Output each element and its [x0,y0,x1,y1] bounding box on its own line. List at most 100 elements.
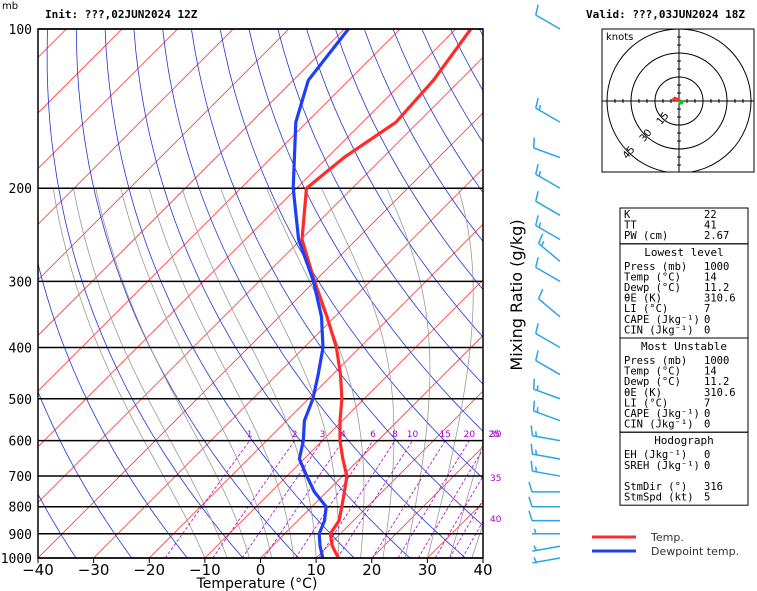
stats-row-value: 7 [704,303,710,315]
stats-row-label: SREH (Jkg⁻¹) [624,460,700,472]
wind-barb-half-flag [540,240,545,247]
stats-row-value: 0 [704,449,710,461]
isotherm-line [38,112,483,558]
wind-barb-flag [537,288,544,300]
wind-barb-half-flag [538,222,542,228]
wind-barb-staff [532,435,561,442]
mixing-ratio-line [461,520,483,558]
wind-barb [532,557,561,564]
temperature-tick-label: −10 [189,561,221,579]
wind-barb [532,528,560,535]
moist-adiabat-line [120,188,272,558]
mixing-ratio-label: 30 [490,430,502,440]
dewpoint-profile [291,29,350,558]
valid-time: Valid: ???,03JUN2024 18Z [586,8,745,21]
wind-barb [532,545,561,552]
wind-barb-half-flag [533,545,538,551]
wind-barb [530,460,561,477]
stats-row-label: Press (mb) [624,355,687,367]
wind-barb [537,288,561,318]
wind-barb-staff [535,200,561,216]
wind-barb [535,257,561,283]
wind-barb-flag [535,4,539,16]
wind-barbs [528,4,561,564]
wind-barb-half-flag [533,557,538,563]
wind-barb-half-flag [538,104,542,111]
wind-barb-flag [530,425,534,436]
isotherm-line [38,29,178,170]
wind-barb-staff [535,224,561,241]
stats-section-heading: Most Unstable [641,340,727,353]
stats-row-label: Dewp (°C) [624,282,681,294]
stats-row-value: 14 [704,366,717,378]
temperature-tick-label: 10 [307,561,326,579]
moist-adiabat-line [471,522,483,558]
temperature-tick-label: 40 [473,561,492,579]
wind-barb-flag [532,137,536,149]
wind-barb-staff [532,545,561,552]
wind-barb-flag [528,496,533,507]
wind-barb [535,215,561,241]
wind-barb [532,378,561,400]
hodograph-ring [630,52,728,150]
stats-row-value: 0 [704,419,710,431]
pressure-tick-label: 300 [9,275,32,290]
wind-barb-staff [532,453,561,460]
wind-barb [537,233,561,262]
stats-table: K 22 TT 41 PW (cm) 2.67 Lowest level Press (mb)… [619,207,749,506]
stats-row-value: 7 [704,397,710,409]
wind-barb-flag [535,163,539,175]
stats-row-label: StmDir (°) [624,481,687,493]
stats-row-value: 41 [704,220,717,232]
wind-barb [535,350,561,376]
pressure-tick-label: 900 [9,528,32,543]
isobars: 1000 900 800 700 600 500 400 300 200 100 [1,23,483,567]
wind-barb-staff [535,107,561,123]
wind-barb-staff [535,359,561,376]
plot-frame [37,28,484,559]
x-axis-label: Temperature (°C) [196,576,318,591]
dry-adiabat-line [248,29,483,432]
mixing-ratio-label: 40 [490,515,502,525]
hodograph-ring [606,29,752,172]
stats-row-label: K [624,209,631,221]
wind-barb-flag [537,233,544,244]
wind-barb-flag [528,481,533,493]
stats-section-heading: Lowest level [644,246,723,259]
isotherm-line [38,56,483,503]
mixing-ratio-label: 10 [407,430,419,440]
wind-barb-flag [532,378,536,390]
pressure-tick-label: 700 [9,470,32,485]
dry-adiabat-line [38,261,188,558]
storm-motion-marker [678,99,684,105]
mixing-ratio-label: 3 [320,430,326,440]
pressure-tick-label: 600 [9,435,32,450]
wind-barb-staff [535,14,561,30]
dry-adiabat-line [277,29,483,385]
temperature-tick-label: 20 [362,561,381,579]
stats-row-value: 5 [704,492,710,504]
wind-barb [535,323,561,349]
isotherm-line [371,446,483,558]
temperature-tick-label: 30 [418,561,437,579]
stats-row-value: 0 [704,460,710,472]
hodograph-units: knots [606,32,633,43]
stats-row-value: 22 [704,209,717,221]
stats-row-value: 0 [704,408,710,420]
dry-adiabat-line [75,29,299,558]
mixing-ratio-label: 8 [392,430,398,440]
mixing-ratio-label: 4 [340,430,346,440]
wind-barb-staff [535,266,561,283]
isotherm-line [38,29,457,448]
mixing-ratio-label: 25 [488,430,499,440]
stats-row-label: CIN (Jkg⁻¹) [624,419,694,431]
wind-barb-flag [532,400,536,412]
wind-barb-flag [535,97,539,109]
wind-barb-staff [533,388,561,400]
wind-barb-staff [532,557,561,564]
wind-barb [528,496,560,508]
pressure-tick-label: 500 [9,393,32,408]
wind-barb-flag [530,443,534,455]
wind-barb [532,400,561,422]
